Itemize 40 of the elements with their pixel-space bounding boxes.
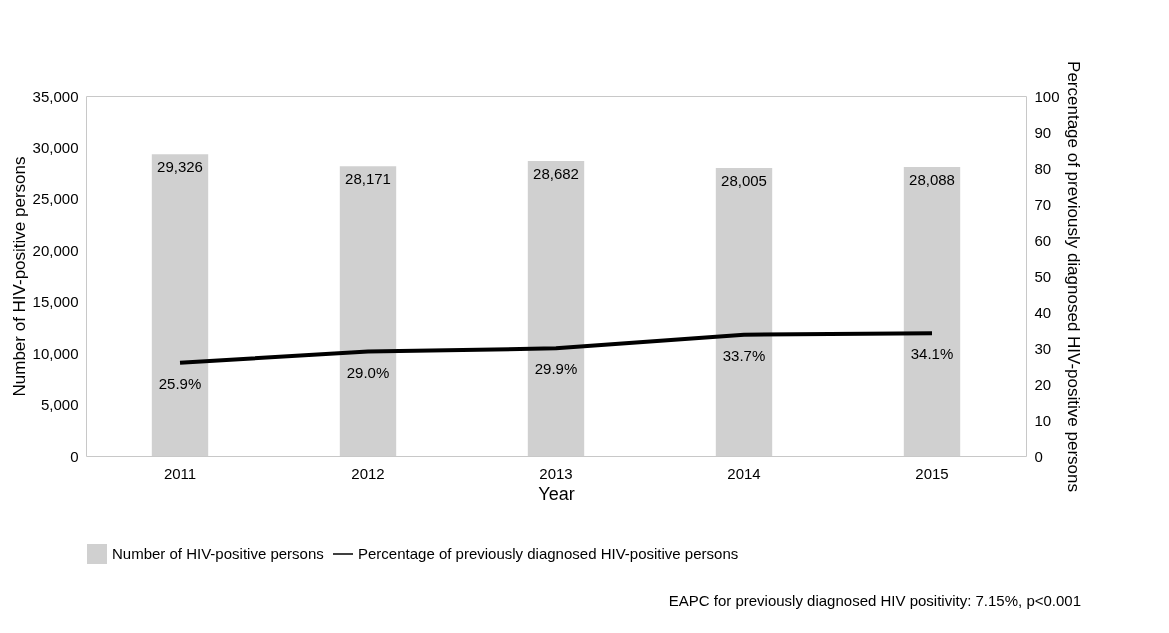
- y-tick-label: 25,000: [32, 190, 79, 208]
- text: EAPC for previously diagnosed HIV positivity: 7.15%, p<0.001: [668, 592, 1082, 609]
- y2-tick-label: 20: [1034, 375, 1052, 393]
- x-tick-label: 2012: [351, 464, 385, 482]
- x-axis-title: Year: [538, 483, 575, 504]
- x-tick-label: 2014: [727, 464, 761, 482]
- y2-tick-label: 100: [1034, 87, 1060, 105]
- y2-tick-label: 90: [1034, 123, 1052, 141]
- legend-label: Number of HIV-positive persons: [112, 545, 324, 562]
- data-label: 25.9%: [158, 374, 202, 392]
- y2-tick-label: 40: [1034, 303, 1052, 321]
- y-axis-title: Number of HIV-positive persons: [9, 156, 29, 397]
- y2-tick-label: 80: [1034, 159, 1052, 177]
- y2-tick-label: 60: [1034, 231, 1052, 249]
- legend-label: Percentage of previously diagnosed HIV-positive persons: [358, 545, 739, 562]
- data-label: 34.1%: [910, 345, 954, 363]
- y-tick-label: 20,000: [32, 241, 79, 259]
- data-label: 29.9%: [534, 360, 578, 378]
- y2-tick-label: 50: [1034, 267, 1052, 285]
- y2-tick-label: 70: [1034, 195, 1052, 213]
- data-label: 29,326: [157, 158, 203, 176]
- y-tick-label: 15,000: [32, 293, 79, 311]
- data-label: 28,005: [721, 171, 767, 189]
- data-label: 29.0%: [346, 363, 390, 381]
- data-label: 28,682: [533, 164, 579, 182]
- data-label: 33.7%: [722, 346, 766, 364]
- data-label: 28,171: [345, 170, 391, 188]
- x-tick-label: 2013: [539, 464, 573, 482]
- y-tick-label: 0: [70, 447, 79, 465]
- y2-axis-title: Percentage of previously diagnosed HIV-positive persons: [1063, 61, 1083, 492]
- y-tick-label: 5,000: [40, 396, 79, 414]
- y-tick-label: 35,000: [32, 87, 79, 105]
- y2-tick-label: 0: [1034, 447, 1043, 465]
- x-tick-label: 2011: [163, 464, 197, 482]
- y2-tick-label: 30: [1034, 339, 1052, 357]
- data-label: 28,088: [909, 171, 955, 189]
- x-tick-label: 2015: [915, 464, 949, 482]
- y2-tick-label: 10: [1034, 411, 1052, 429]
- y-tick-label: 30,000: [32, 138, 79, 156]
- y-tick-label: 10,000: [32, 344, 79, 362]
